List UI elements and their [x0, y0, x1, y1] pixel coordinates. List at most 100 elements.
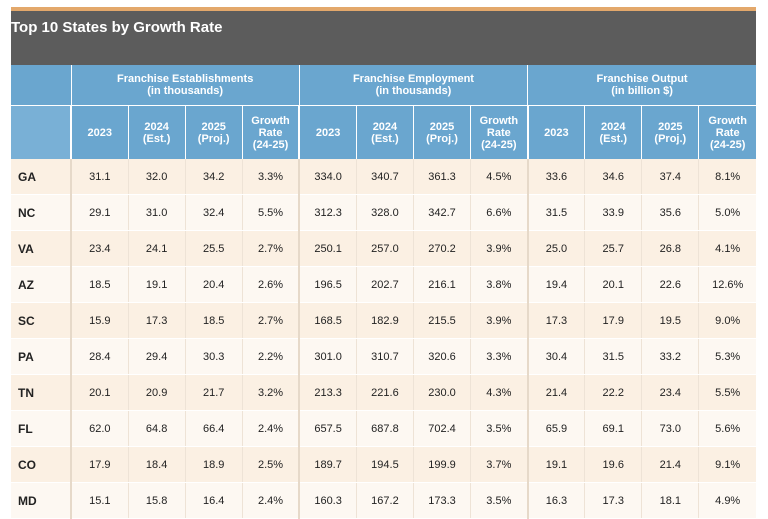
column-header: 2024 (Est.): [584, 105, 643, 159]
column-header: 2025 (Proj.): [413, 105, 472, 159]
value-cell: 25.0: [527, 230, 586, 267]
value-cell: 301.0: [299, 338, 357, 375]
column-header: 2025 (Proj.): [185, 105, 243, 159]
column-header-line: Rate: [715, 126, 740, 139]
value-cell: 19.1: [128, 266, 186, 303]
column-header-line: 2025: [658, 120, 683, 133]
state-cell: FL: [11, 410, 72, 447]
value-cell: 20.9: [128, 374, 186, 411]
value-cell: 168.5: [299, 302, 357, 339]
value-cell: 19.5: [641, 302, 700, 339]
value-cell: 270.2: [413, 230, 472, 267]
value-cell: 33.9: [584, 194, 643, 231]
table-row: FL 62.0 64.8 66.4 2.4% 657.5 687.8 702.4 3.5% 65.…: [11, 410, 756, 447]
column-header: 2023: [71, 105, 129, 159]
growth-rate-cell: 3.3%: [470, 338, 529, 375]
accent-bar: [11, 7, 756, 11]
growth-rate-cell: 3.9%: [470, 302, 529, 339]
growth-rate-cell: 6.6%: [470, 194, 529, 231]
column-header: 2023: [299, 105, 357, 159]
value-cell: 37.4: [641, 159, 700, 195]
value-cell: 202.7: [356, 266, 414, 303]
column-header: 2024 (Est.): [128, 105, 186, 159]
column-header-line: Rate: [258, 126, 283, 139]
value-cell: 213.3: [299, 374, 357, 411]
value-cell: 160.3: [299, 482, 357, 519]
value-cell: 18.5: [71, 266, 129, 303]
state-cell: CO: [11, 446, 72, 483]
value-cell: 19.6: [584, 446, 643, 483]
group-header-output: Franchise Output (in billion $): [527, 65, 756, 106]
column-header: 2024 (Est.): [356, 105, 414, 159]
growth-rate-cell: 2.6%: [242, 266, 301, 303]
column-header: Growth Rate (24-25): [698, 105, 756, 159]
value-cell: 15.1: [71, 482, 129, 519]
group-header-row: Franchise Establishments (in thousands) …: [11, 65, 756, 106]
value-cell: 22.2: [584, 374, 643, 411]
growth-rate-cell: 2.4%: [242, 410, 301, 447]
value-cell: 23.4: [71, 230, 129, 267]
value-cell: 16.4: [185, 482, 243, 519]
column-header-line: 2023: [87, 126, 113, 139]
growth-rate-cell: 2.5%: [242, 446, 301, 483]
column-header: Growth Rate (24-25): [470, 105, 529, 159]
value-cell: 230.0: [413, 374, 472, 411]
data-table: Franchise Establishments (in thousands) …: [11, 65, 756, 519]
column-header-line: Growth: [708, 114, 747, 127]
group-header-unit: (in thousands): [147, 85, 224, 97]
value-cell: 334.0: [299, 159, 357, 195]
value-cell: 31.0: [128, 194, 186, 231]
table-row: PA 28.4 29.4 30.3 2.2% 301.0 310.7 320.6 3.3% 30.…: [11, 338, 756, 375]
value-cell: 23.4: [641, 374, 700, 411]
value-cell: 20.1: [584, 266, 643, 303]
value-cell: 31.1: [71, 159, 129, 195]
column-header-line: (Proj.): [654, 132, 687, 145]
growth-rate-cell: 4.3%: [470, 374, 529, 411]
growth-rate-cell: 3.7%: [470, 446, 529, 483]
value-cell: 194.5: [356, 446, 414, 483]
value-cell: 312.3: [299, 194, 357, 231]
value-cell: 17.9: [584, 302, 643, 339]
value-cell: 17.3: [584, 482, 643, 519]
value-cell: 20.4: [185, 266, 243, 303]
corner-header-cell: [11, 65, 72, 106]
growth-rate-cell: 3.9%: [470, 230, 529, 267]
value-cell: 657.5: [299, 410, 357, 447]
title-bar: [11, 11, 756, 65]
value-cell: 34.6: [584, 159, 643, 195]
table-row: MD 15.1 15.8 16.4 2.4% 160.3 167.2 173.3 3.5% 16.…: [11, 482, 756, 519]
growth-rate-cell: 3.3%: [242, 159, 301, 195]
value-cell: 31.5: [527, 194, 586, 231]
column-header-line: 2024: [601, 120, 626, 133]
value-cell: 196.5: [299, 266, 357, 303]
value-cell: 30.4: [527, 338, 586, 375]
growth-rate-cell: 5.3%: [698, 338, 756, 375]
state-cell: VA: [11, 230, 72, 267]
value-cell: 24.1: [128, 230, 186, 267]
value-cell: 189.7: [299, 446, 357, 483]
value-cell: 35.6: [641, 194, 700, 231]
subheader-row: 2023 2024 (Est.) 2025 (Proj.) Growth Rate (24-2…: [11, 105, 756, 159]
value-cell: 16.3: [527, 482, 586, 519]
value-cell: 340.7: [356, 159, 414, 195]
value-cell: 15.8: [128, 482, 186, 519]
value-cell: 62.0: [71, 410, 129, 447]
growth-rate-cell: 12.6%: [698, 266, 756, 303]
value-cell: 21.4: [527, 374, 586, 411]
value-cell: 32.4: [185, 194, 243, 231]
column-header: 2025 (Proj.): [641, 105, 700, 159]
value-cell: 65.9: [527, 410, 586, 447]
value-cell: 320.6: [413, 338, 472, 375]
table-row: VA 23.4 24.1 25.5 2.7% 250.1 257.0 270.2 3.9% 25.…: [11, 230, 756, 267]
group-header-establishments: Franchise Establishments (in thousands): [71, 65, 300, 106]
group-header-unit: (in billion $): [611, 85, 673, 97]
value-cell: 15.9: [71, 302, 129, 339]
value-cell: 29.1: [71, 194, 129, 231]
value-cell: 215.5: [413, 302, 472, 339]
value-cell: 73.0: [641, 410, 700, 447]
column-header-line: (Est.): [371, 132, 399, 145]
column-header: Growth Rate (24-25): [242, 105, 301, 159]
growth-rate-cell: 4.1%: [698, 230, 756, 267]
state-cell: GA: [11, 159, 72, 195]
state-cell: SC: [11, 302, 72, 339]
